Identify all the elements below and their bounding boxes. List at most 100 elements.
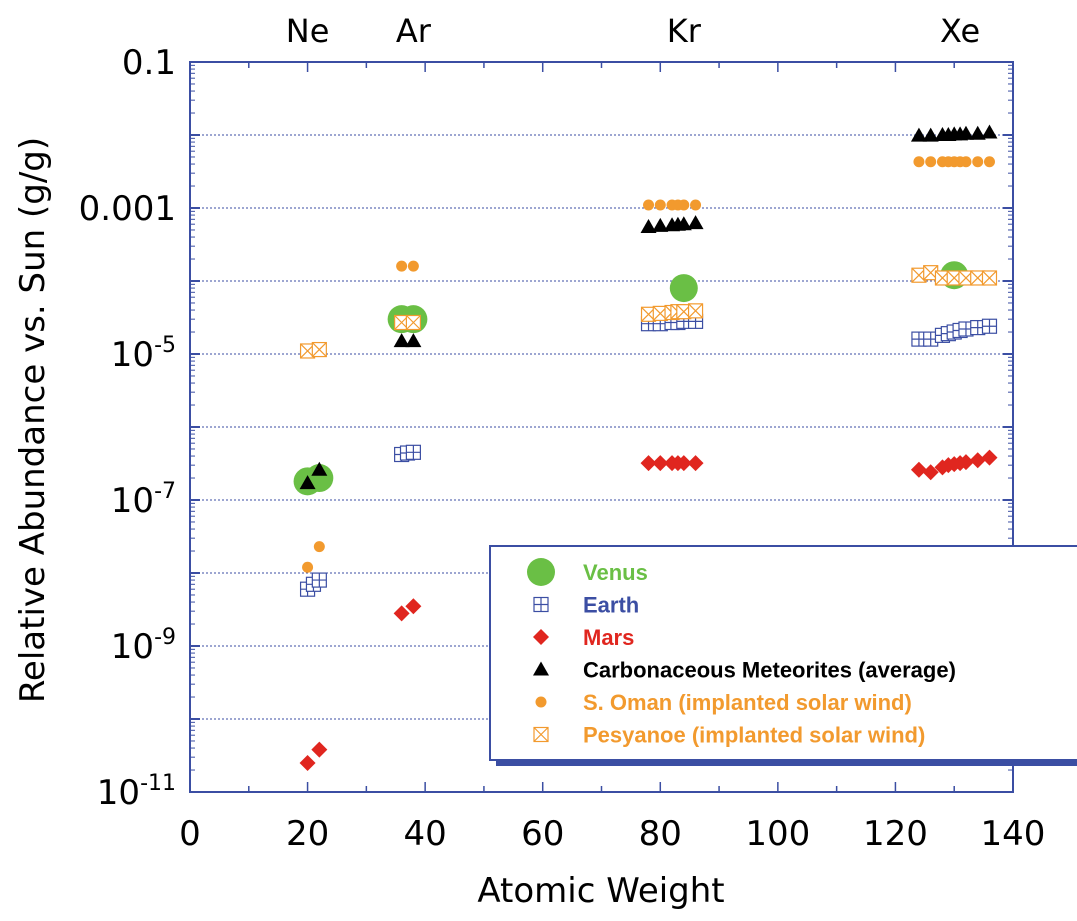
data-point [652,305,668,321]
x-tick-labels: 0 20 40 60 80 100 120 140 [179,814,1045,854]
data-point [393,605,410,622]
marker-cross [406,445,421,460]
y-axis-title: Relative Abundance vs. Sun (g/g) [13,137,53,703]
data-point [405,598,422,615]
data-point [678,199,690,211]
legend-label: S. Oman (implanted solar wind) [583,690,912,715]
legend-label: Venus [583,560,648,585]
data-point [957,125,974,140]
legend-marker [533,596,549,613]
data-point [311,572,327,588]
legend-marker [535,696,547,708]
legend-marker [527,558,555,586]
legend-label: Earth [583,593,639,618]
y-tick-exponent: -5 [154,333,176,358]
data-point [313,541,325,553]
data-point [405,314,421,331]
y-tick-exponent: -7 [154,479,176,504]
data-point [299,754,316,771]
legend-label: Carbonaceous Meteorites (average) [583,658,956,683]
data-points [293,124,998,771]
data-point [981,270,998,286]
data-point [983,156,995,168]
y-tick-label: 10-5 [111,333,176,375]
y-tick-exponent: -9 [154,625,176,650]
x-tick-label: 100 [745,814,810,854]
y-tick-base: 10 [97,773,140,813]
series-2 [299,449,998,771]
data-point [405,444,421,460]
data-point [981,318,998,334]
legend-marker [533,661,549,676]
data-point [407,260,419,272]
y-tick-label: 10-9 [111,625,176,667]
data-point [669,274,698,303]
data-point [922,127,939,142]
legend-marker [533,726,549,743]
x-tick-label: 140 [981,814,1046,854]
x-axis-title: Atomic Weight [477,871,724,911]
data-point [652,455,669,472]
data-point [640,455,657,472]
data-point [957,454,974,471]
data-point [922,464,939,481]
data-point [910,461,927,478]
data-point [687,215,704,230]
data-point [393,333,410,348]
data-point [640,218,657,233]
marker-cross [533,727,549,742]
y-tick-label: 0.1 [122,43,176,83]
data-point [311,341,327,358]
legend-items: Venus Earth Mars Carbonaceous Meteorites (a… [527,558,956,748]
data-point [396,260,408,272]
data-point [643,199,655,211]
legend-label: Pesyanoe (implanted solar wind) [583,723,925,748]
series-5 [299,265,998,359]
y-tick-label: 0.001 [79,189,176,229]
data-point [687,455,704,472]
data-point [969,452,986,469]
legend-marker [533,629,549,645]
data-point [687,303,704,319]
data-point [311,461,328,476]
data-point [654,199,666,211]
x-tick-label: 80 [639,814,682,854]
marker-cross [312,573,327,588]
y-tick-exponent: -11 [140,771,176,796]
x-tick-label: 40 [404,814,447,854]
data-point [925,156,937,168]
element-label: Ar [396,12,432,50]
series-3 [299,124,998,490]
data-point [675,216,692,231]
y-tick-label: 10-11 [97,771,176,813]
marker-cross [688,303,703,319]
data-point [923,331,939,347]
data-point [299,475,316,490]
marker-cross [982,319,997,334]
data-point [969,125,986,140]
element-label: Xe [940,12,980,50]
data-point [652,217,669,232]
marker-cross [405,315,421,330]
y-tick-label: 10-7 [111,479,176,521]
data-point [690,199,702,211]
data-point [299,343,316,359]
y-tick-base: 10 [111,335,154,375]
data-point [960,156,972,168]
element-labels: Ne Ar Kr Xe [286,12,980,50]
marker-cross [982,270,997,286]
element-label: Kr [667,12,702,50]
legend: Venus Earth Mars Carbonaceous Meteorites (a… [489,545,1077,766]
data-point [675,455,692,472]
data-point [302,561,314,573]
x-tick-label: 0 [179,814,201,854]
y-tick-base: 10 [111,627,154,667]
data-point [981,124,998,139]
marker-cross [534,597,548,612]
x-tick-label: 120 [863,814,928,854]
data-point [981,449,998,466]
element-label: Ne [286,12,330,50]
data-point [958,321,974,337]
data-point [311,741,328,758]
